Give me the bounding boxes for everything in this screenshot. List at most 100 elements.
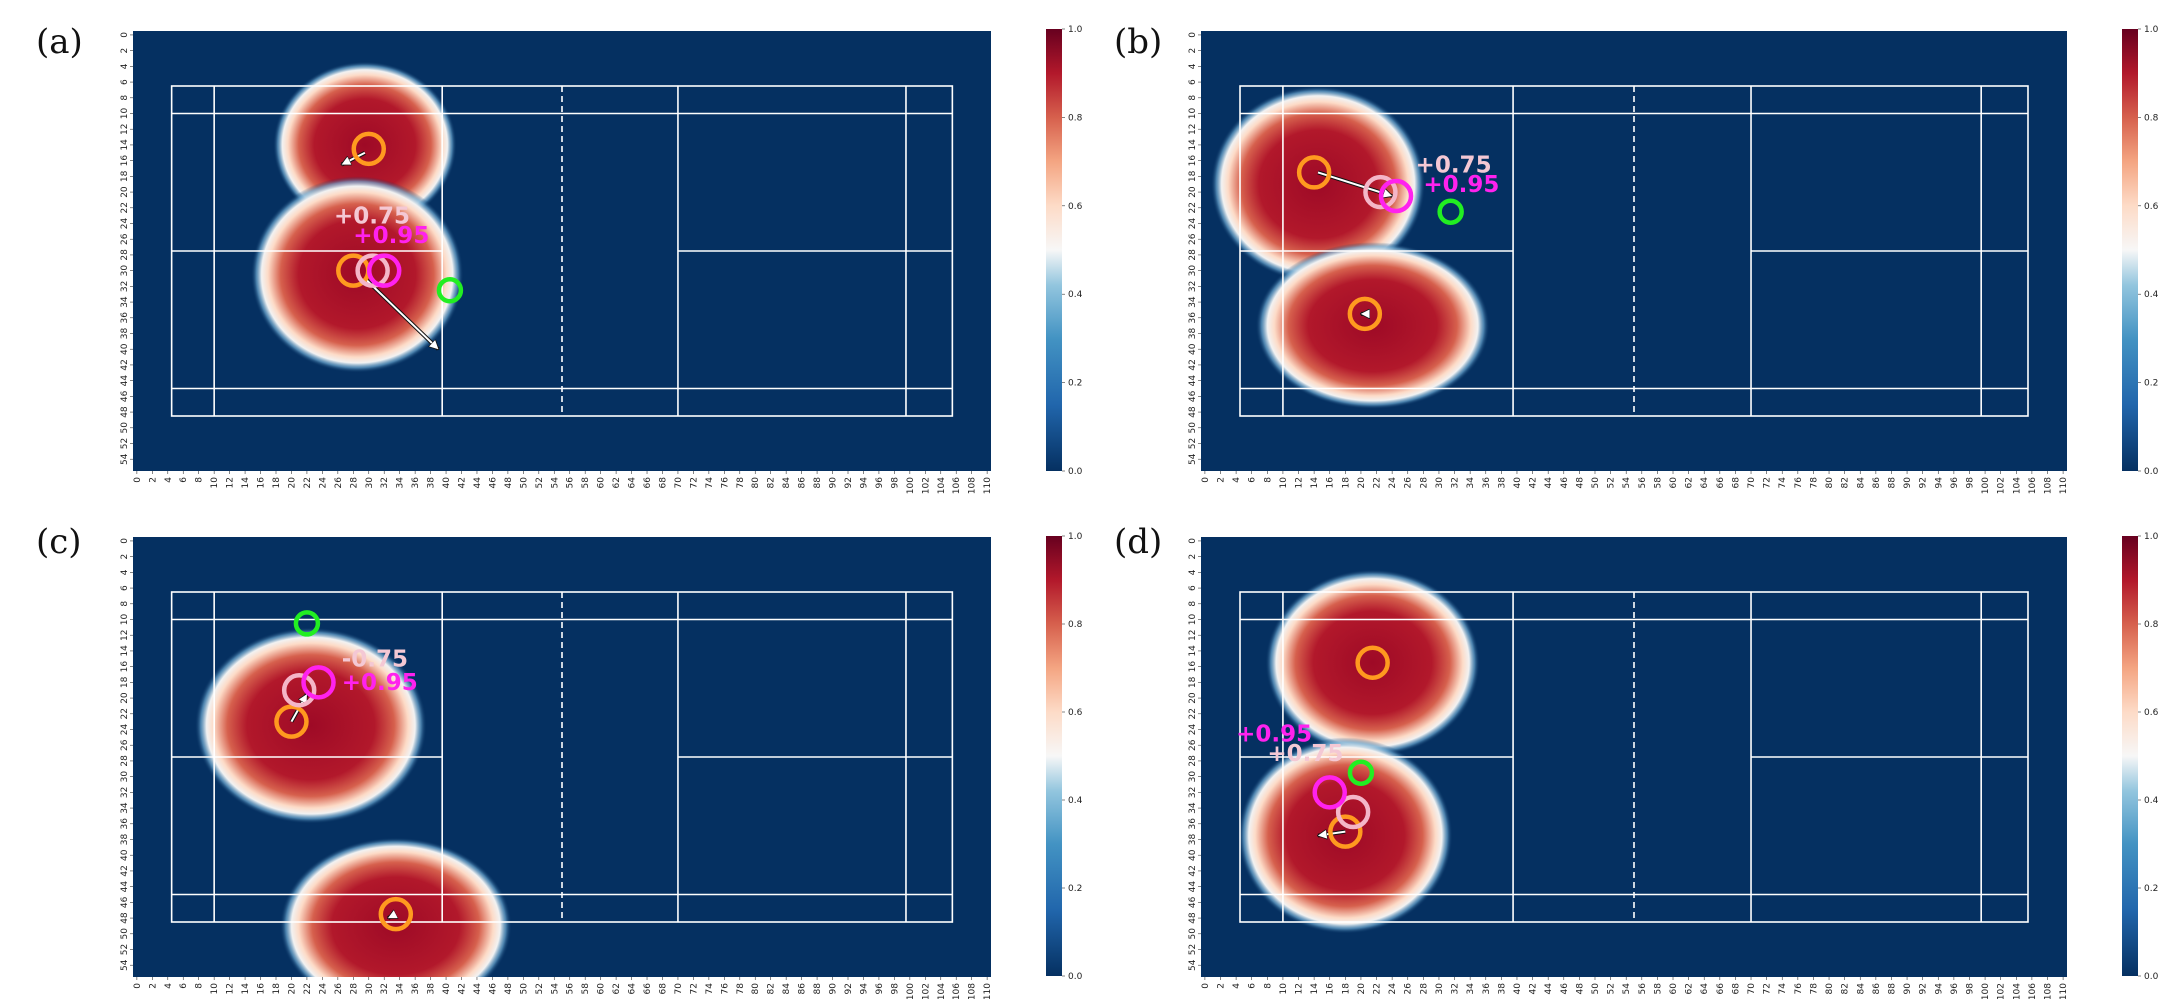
x-tick-label: 26 [334, 477, 344, 489]
x-tick-label: 30 [365, 983, 375, 995]
x-tick-label: 4 [164, 983, 174, 989]
x-tick-label: 110 [983, 983, 993, 999]
y-tick-label: 42 [1188, 359, 1198, 370]
x-tick-label: 34 [1466, 983, 1476, 995]
arrow [364, 277, 438, 350]
x-tick-label: 48 [504, 477, 514, 489]
y-tick-label: 4 [120, 63, 130, 69]
x-tick-label: 32 [380, 983, 390, 994]
x-tick-label: 96 [875, 477, 885, 489]
y-tick-label: 30 [120, 265, 130, 277]
y-tick-label: 38 [1188, 834, 1198, 846]
orange-circle-marker [1296, 155, 1332, 190]
x-tick-label: 78 [1809, 477, 1819, 489]
x-tick-label: 28 [1419, 477, 1429, 489]
y-tick-label: 38 [1188, 328, 1198, 340]
x-tick-label: 12 [226, 477, 236, 488]
y-tick-label: 50 [1188, 422, 1198, 434]
colorbar-tick-label: 0.4 [2144, 796, 2159, 806]
x-tick-label: 98 [1965, 983, 1975, 995]
y-tick-label: 54 [120, 453, 130, 465]
x-tick-label: 70 [1747, 983, 1757, 995]
heatmap-blob [194, 627, 427, 824]
x-tick-label: 20 [287, 477, 297, 489]
x-tick-label: 60 [597, 477, 607, 489]
label-plus-0-95: +0.95 [1423, 172, 1499, 198]
x-tick-label: 82 [767, 477, 777, 488]
x-tick-label: 28 [349, 477, 359, 489]
magenta-circle-marker [1312, 775, 1347, 810]
label-plus-0-75: +0.75 [1267, 741, 1343, 767]
colorbar-tick-label: 0.0 [1068, 467, 1083, 477]
x-tick-label: 102 [1997, 983, 2007, 999]
x-tick-label: 108 [968, 983, 978, 999]
x-tick-label: 74 [1778, 983, 1788, 995]
x-tick-label: 2 [148, 477, 158, 483]
panel-d: (d)+0.75+0.950 2 4 6 8 10 12 14 16 18 20 22 24 26 28 30… [1114, 522, 2159, 999]
colorbar-tick-label: 0.0 [2144, 972, 2159, 982]
x-tick-label: 86 [1872, 983, 1882, 995]
x-tick-label: 38 [427, 477, 437, 489]
y-tick-label: 30 [1188, 771, 1198, 783]
y-tick-label: 8 [1188, 95, 1198, 101]
x-tick-label: 0 [133, 477, 143, 483]
x-tick-label: 54 [1622, 983, 1632, 995]
x-tick-label: 84 [1856, 983, 1866, 995]
y-tick-label: 16 [120, 661, 130, 673]
x-tick-label: 92 [844, 477, 854, 488]
y-tick-label: 18 [120, 676, 130, 688]
label-plus-0-95: +0.95 [342, 670, 418, 696]
x-tick-label: 56 [1638, 477, 1648, 489]
y-tick-label: 54 [1188, 453, 1198, 465]
magenta-circle-marker [366, 253, 402, 288]
x-tick-label: 92 [1919, 477, 1929, 488]
x-tick-label: 78 [736, 983, 746, 995]
orange-circle-marker [351, 131, 387, 167]
x-tick-label: 52 [1607, 983, 1617, 994]
x-tick-label: 76 [720, 983, 730, 995]
y-tick-label: 52 [120, 438, 130, 449]
x-tick-label: 24 [1388, 477, 1398, 489]
x-tick-label: 46 [1560, 983, 1570, 995]
y-tick-label: 48 [120, 406, 130, 418]
y-tick-label: 14 [120, 645, 130, 657]
colorbar-tick-label: 0.8 [2144, 620, 2159, 630]
y-tick-label: 4 [1188, 63, 1198, 69]
x-tick-label: 106 [2028, 983, 2038, 999]
x-tick-label: 18 [272, 477, 282, 489]
x-tick-label: 48 [1575, 983, 1585, 995]
x-tick-label: 106 [952, 983, 962, 999]
y-tick-label: 30 [1188, 265, 1198, 277]
x-tick-label: 84 [782, 477, 792, 489]
orange-circle-marker [1355, 645, 1390, 680]
x-tick-label: 76 [720, 477, 730, 489]
y-tick-label: 8 [120, 95, 130, 101]
arrow [342, 151, 366, 166]
x-tick-label: 50 [1591, 477, 1601, 489]
x-tick-label: 82 [1841, 477, 1851, 488]
x-tick-label: 80 [751, 983, 761, 995]
colorbar-tick-label: 1.0 [1068, 25, 1083, 35]
y-tick-label: 52 [1188, 438, 1198, 449]
x-tick-label: 94 [1934, 983, 1944, 995]
x-tick-label: 22 [1373, 983, 1383, 994]
panel-label: (a) [36, 22, 83, 62]
y-tick-label: 46 [120, 896, 130, 908]
label-plus-0-95: +0.95 [1236, 721, 1312, 747]
orange-circle-marker [1347, 296, 1383, 332]
y-tick-label: 20 [1188, 186, 1198, 198]
x-tick-label: 24 [318, 983, 328, 995]
green-circle-marker [436, 277, 464, 304]
x-tick-label: 12 [1295, 983, 1305, 994]
x-tick-label: 72 [1763, 983, 1773, 994]
y-tick-label: 52 [1188, 944, 1198, 955]
y-tick-label: 50 [1188, 928, 1198, 940]
x-tick-label: 96 [1950, 983, 1960, 995]
y-tick-label: 24 [1188, 724, 1198, 736]
x-tick-label: 28 [1419, 983, 1429, 995]
y-tick-label: 22 [1188, 708, 1198, 719]
y-tick-label: 2 [120, 554, 130, 560]
x-tick-label: 2 [1217, 983, 1227, 989]
x-tick-label: 30 [365, 477, 375, 489]
x-tick-label: 70 [1747, 477, 1757, 489]
